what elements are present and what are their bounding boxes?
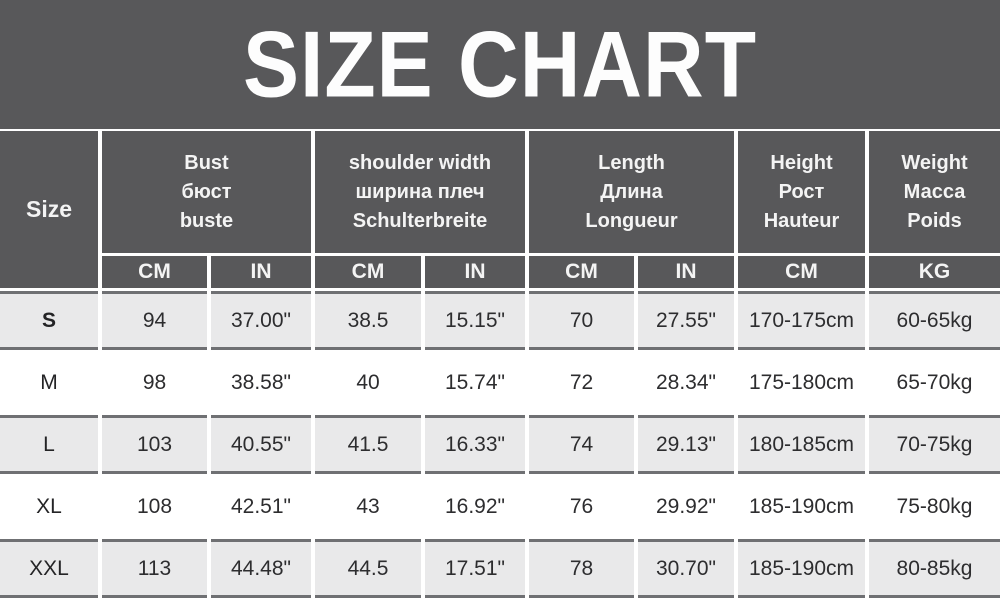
data-cell: 27.55": [638, 291, 734, 350]
data-cell: 78: [529, 539, 634, 598]
data-cell: 72: [569, 370, 594, 394]
data-cell: 29.92": [655, 494, 716, 518]
unit-cell-length-in: IN: [638, 256, 734, 288]
group-header-bust: Bust бюст buste: [102, 131, 311, 253]
data-cell: 170-175cm: [738, 291, 865, 350]
data-cell: 41.5: [315, 415, 421, 474]
group-label-line: Longueur: [585, 209, 678, 232]
data-cell: 29.13": [638, 415, 734, 474]
data-cell: 70: [529, 291, 634, 350]
data-cell: 75-80kg: [896, 494, 973, 518]
group-label-line: Длина: [600, 180, 663, 203]
data-cell: 28.34": [655, 370, 716, 394]
unit-cell-shoulder-cm: CM: [315, 256, 421, 288]
size-cell: M: [40, 370, 58, 394]
data-cell: 16.92": [444, 494, 505, 518]
data-cell: 30.70": [638, 539, 734, 598]
size-cell: XXL: [0, 539, 98, 598]
group-label-line: Hauteur: [763, 209, 840, 232]
data-cell: 40: [356, 370, 380, 394]
data-cell: 180-185cm: [738, 415, 865, 474]
data-cell: 16.33": [425, 415, 525, 474]
data-cell: 17.51": [425, 539, 525, 598]
data-cell: 43: [356, 494, 380, 518]
group-label-line: Poids: [907, 209, 962, 232]
data-cell: 103: [102, 415, 207, 474]
data-cell: 185-190cm: [738, 539, 865, 598]
unit-cell-bust-cm: CM: [102, 256, 207, 288]
unit-cell-weight-kg: KG: [869, 256, 1000, 288]
data-cell: 94: [102, 291, 207, 350]
unit-cell-length-cm: CM: [529, 256, 634, 288]
data-cell: 15.74": [444, 370, 505, 394]
group-label-line: Weight: [901, 151, 968, 174]
data-cell: 80-85kg: [869, 539, 1000, 598]
data-cell: 76: [569, 494, 594, 518]
data-cell: 185-190cm: [748, 494, 855, 518]
data-cell: 44.5: [315, 539, 421, 598]
data-cell: 60-65kg: [869, 291, 1000, 350]
unit-cell-bust-in: IN: [211, 256, 311, 288]
data-cell: 108: [136, 494, 173, 518]
group-label-line: Bust: [184, 151, 229, 174]
group-label-line: ширина плеч: [355, 180, 485, 203]
data-cell: 70-75kg: [869, 415, 1000, 474]
data-cell: 113: [102, 539, 207, 598]
data-cell: 38.58": [230, 370, 291, 394]
group-label-line: buste: [179, 209, 234, 232]
group-header-length: Length Длина Longueur: [529, 131, 734, 253]
group-label-line: Масса: [903, 180, 966, 203]
size-cell: XL: [36, 494, 62, 518]
data-cell: 175-180cm: [748, 370, 855, 394]
group-header-height: Height Рост Hauteur: [738, 131, 865, 253]
data-cell: 38.5: [315, 291, 421, 350]
data-cell: 42.51": [230, 494, 291, 518]
data-cell: 65-70kg: [896, 370, 973, 394]
data-cell: 40.55": [211, 415, 311, 474]
size-cell: S: [0, 291, 98, 350]
unit-cell-height-cm: CM: [738, 256, 865, 288]
data-cell: 37.00": [211, 291, 311, 350]
data-cell: 74: [529, 415, 634, 474]
data-cell: 44.48": [211, 539, 311, 598]
group-label-line: Height: [770, 151, 833, 174]
group-header-shoulder-width: shoulder width ширина плеч Schulterbreit…: [315, 131, 525, 253]
unit-cell-shoulder-in: IN: [425, 256, 525, 288]
group-header-weight: Weight Масса Poids: [869, 131, 1000, 253]
group-label-line: Рост: [778, 180, 825, 203]
group-label-line: Length: [598, 151, 665, 174]
size-cell: L: [0, 415, 98, 474]
size-chart-banner: SIZE CHART: [0, 0, 1000, 131]
group-label-line: shoulder width: [348, 151, 492, 174]
page-title: SIZE CHART: [243, 11, 757, 117]
size-table: Size Bust бюст buste shoulder width шири…: [0, 131, 1000, 598]
data-cell: 15.15": [425, 291, 525, 350]
group-label-line: бюст: [181, 180, 232, 203]
data-cell: 98: [142, 370, 167, 394]
header-cell-size: Size: [0, 131, 98, 288]
group-label-line: Schulterbreite: [352, 209, 488, 232]
